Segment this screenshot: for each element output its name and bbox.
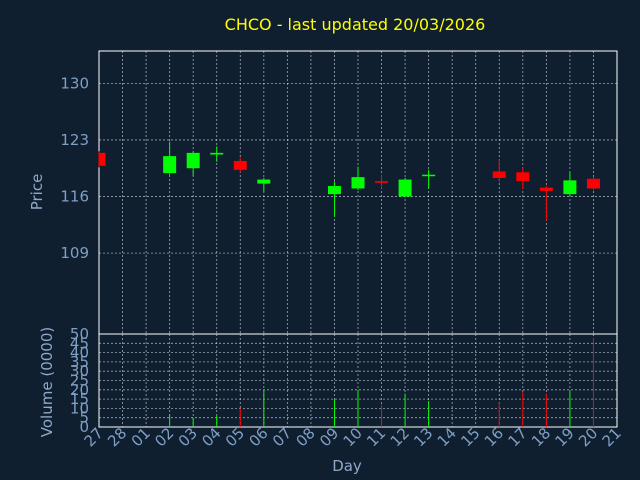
price-panel: 109 116 123 130 [60,50,618,335]
x-tick-label: 09 [316,424,342,450]
candle-body [186,152,200,169]
x-tick-label: 07 [269,424,295,450]
volume-tick-label: 5 [79,409,89,427]
x-tick-label: 17 [504,424,530,450]
volume-tick-label: 30 [70,362,89,380]
x-tick-label: 02 [151,424,177,450]
candle-09 [327,181,341,217]
candle-body [586,178,600,189]
volume-tick-label: 20 [70,381,89,399]
candle-body [99,152,106,166]
x-tick-label: 16 [481,424,507,450]
candle-body [563,180,577,195]
price-axis-title: Price [28,174,46,211]
candle-05 [233,157,247,173]
candle-body [351,177,365,189]
x-tick-label: 10 [340,424,366,450]
candle-03 [186,151,200,177]
x-tick-label: 28 [104,424,130,450]
x-tick-label: 21 [599,424,625,450]
volume-tick-label: 25 [70,372,89,390]
candle-27 [98,151,106,168]
candle-body [539,187,553,191]
x-tick-label: 13 [410,424,436,450]
x-tick-label: 14 [434,424,460,450]
x-tick-label: 01 [128,424,154,450]
price-tick-label: 123 [60,131,89,149]
x-tick-label: 08 [293,424,319,450]
volume-panel: 0510152025303540455027280102030405060708… [70,325,625,450]
candle-body [233,160,247,170]
candle-10 [351,166,365,191]
candle-04 [210,146,224,162]
volume-tick-label: 40 [70,344,89,362]
volume-tick-label: 45 [70,334,89,352]
volume-tick-label: 10 [70,399,89,417]
candle-body [492,171,506,178]
x-tick-label: 11 [363,424,389,450]
candle-19 [563,171,577,197]
candle-13 [422,169,436,189]
candle-body [398,179,412,197]
candle-20 [586,177,600,191]
candle-16 [492,159,506,182]
x-tick-label: 06 [245,424,271,450]
candle-body [516,172,530,182]
x-tick-label: 19 [552,424,578,450]
x-tick-label: 03 [175,424,201,450]
chart-title: CHCO - last updated 20/03/2026 [225,15,486,34]
price-tick-label: 130 [60,74,89,92]
candle-18 [539,186,553,221]
volume-axis-title: Volume (0000) [38,327,56,437]
candle-body [375,181,389,183]
x-tick-label: 18 [528,424,554,450]
volume-tick-label: 50 [70,325,89,343]
price-tick-label: 109 [60,244,89,262]
candle-body [257,179,271,184]
x-axis-title: Day [332,457,362,475]
volume-tick-label: 35 [70,353,89,371]
candle-02 [163,141,177,175]
x-tick-label: 20 [575,424,601,450]
candle-06 [257,177,271,192]
candle-12 [398,177,412,198]
x-tick-label: 04 [198,424,224,450]
x-tick-label: 15 [457,424,483,450]
volume-tick-label: 0 [79,418,89,436]
volume-tick-label: 15 [70,390,89,408]
price-tick-label: 116 [60,188,89,206]
candle-body [422,174,436,177]
candle-body [163,156,177,174]
candle-17 [516,167,530,190]
candle-body [327,186,341,195]
candle-body [210,152,224,155]
x-tick-label: 12 [387,424,413,450]
x-tick-label: 05 [222,424,248,450]
candle-11 [375,174,389,189]
